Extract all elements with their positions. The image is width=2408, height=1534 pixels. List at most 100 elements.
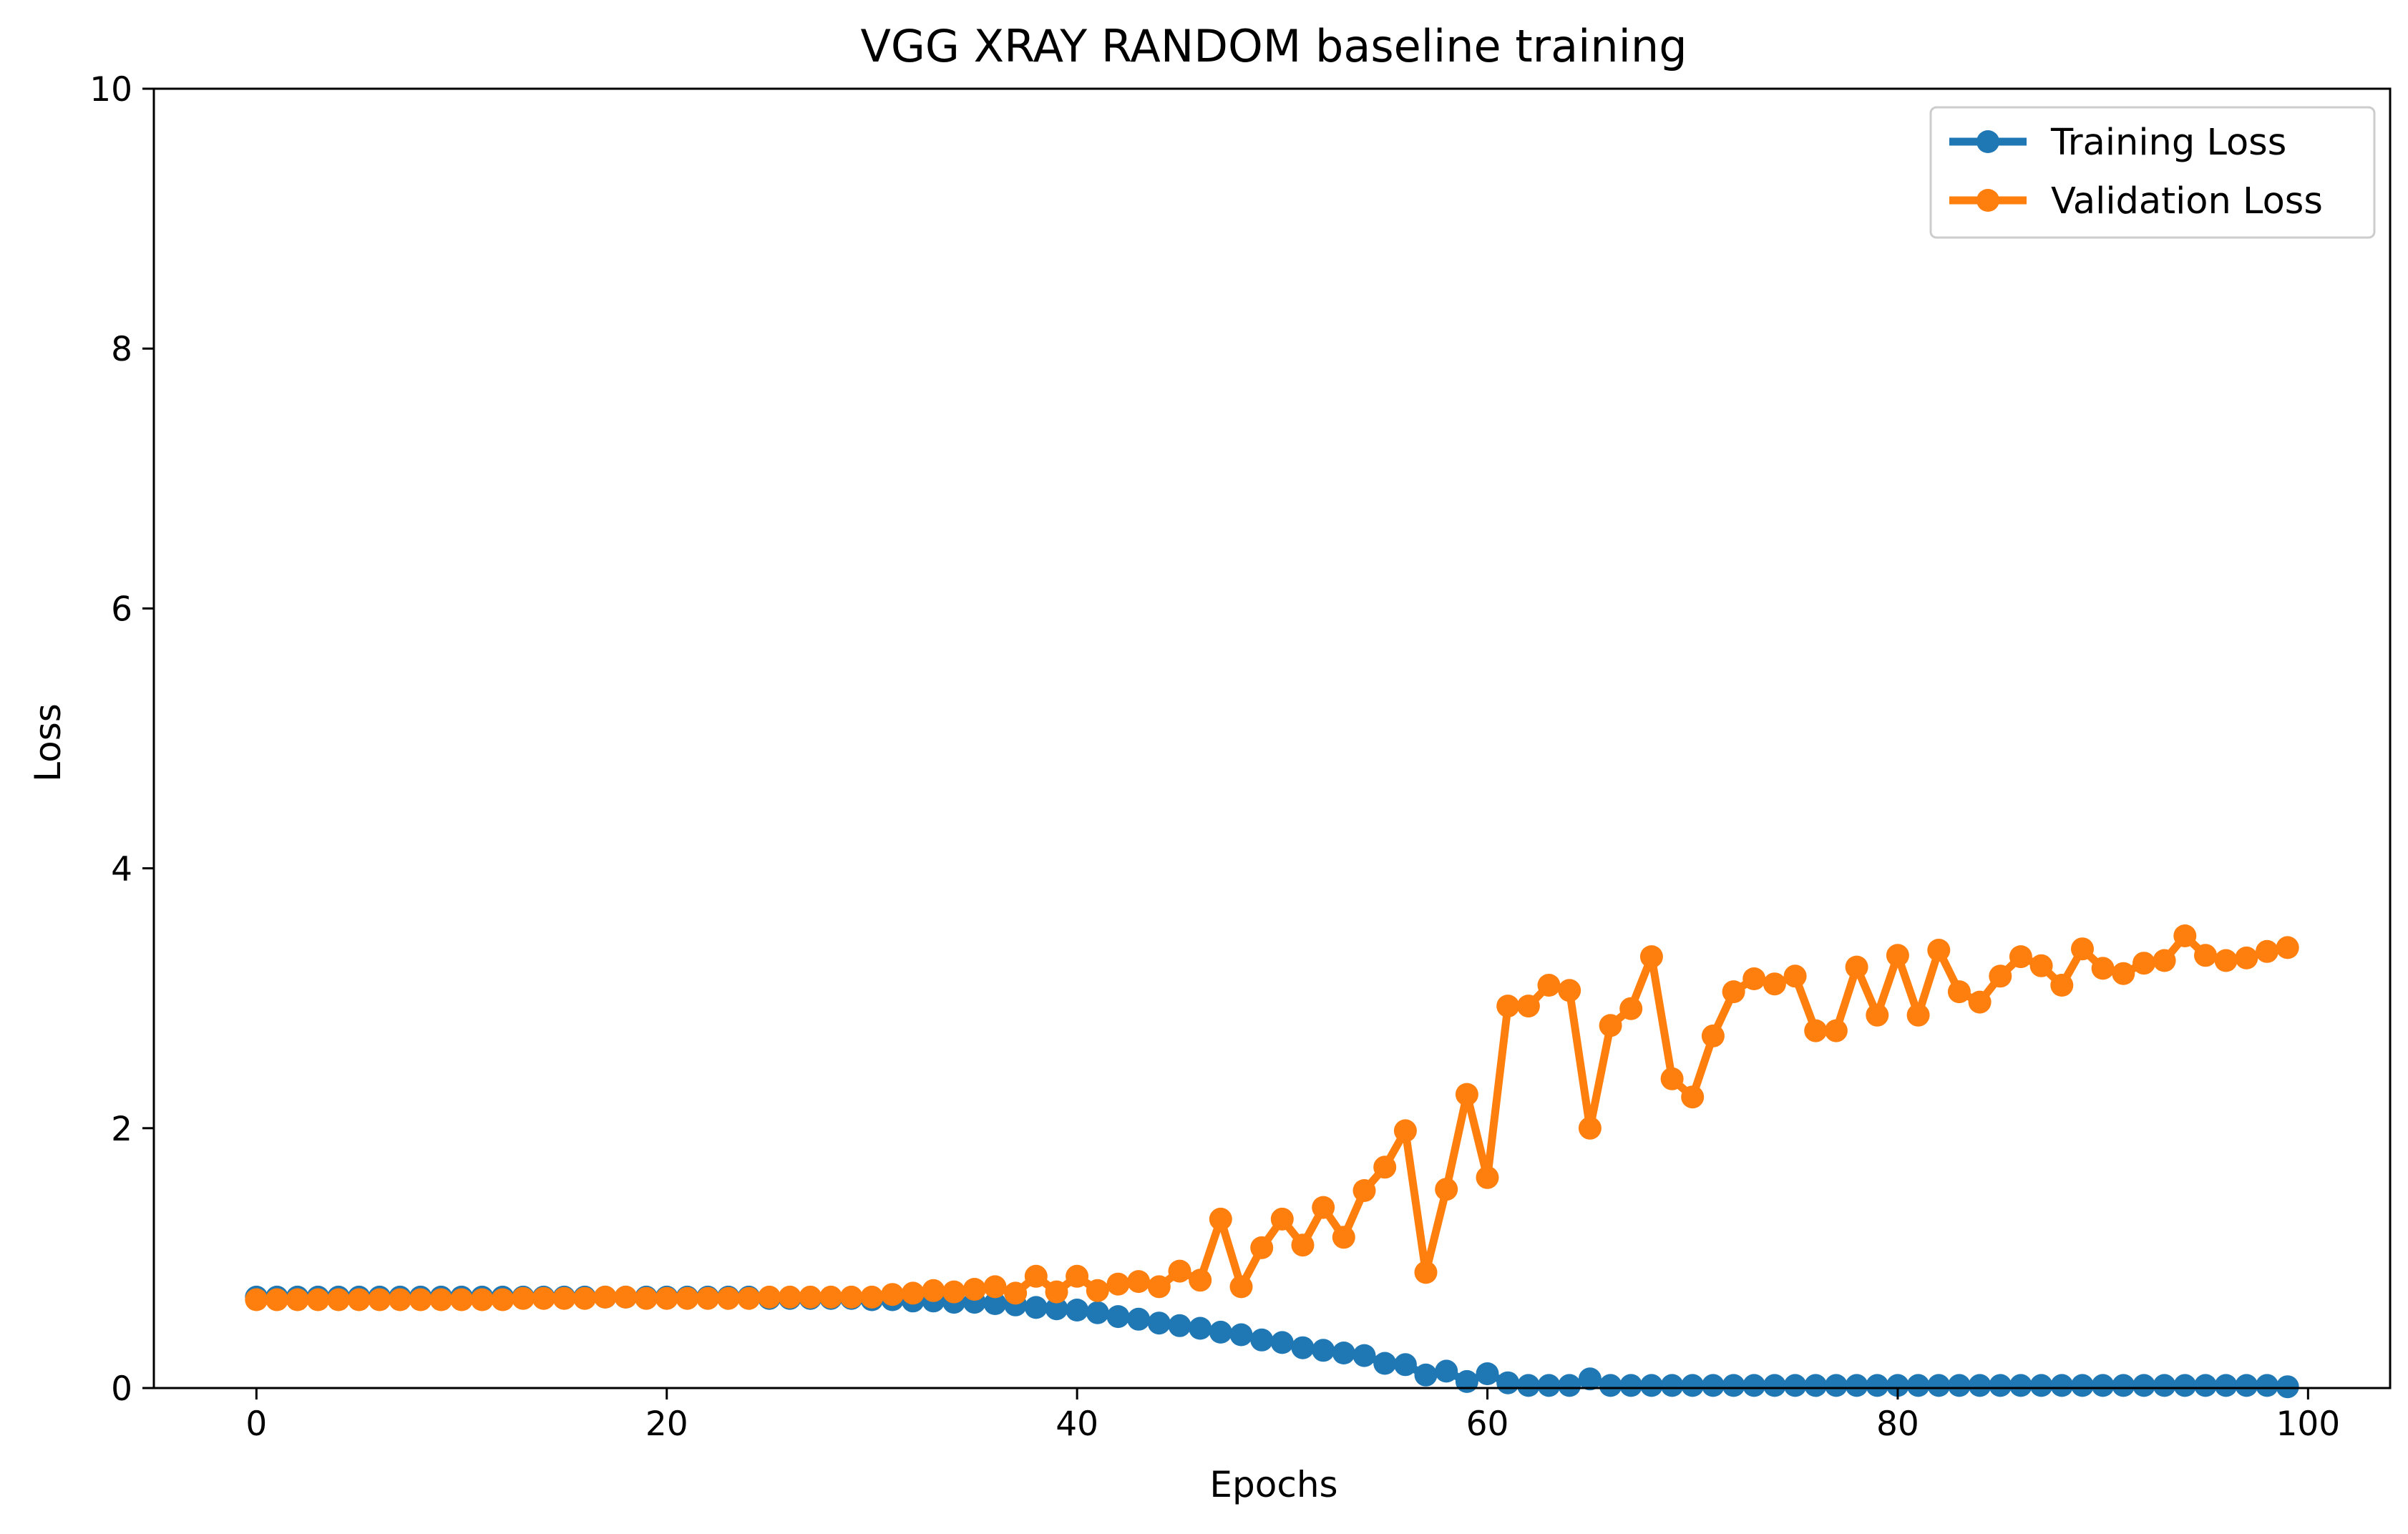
validation-loss-point <box>1516 995 1540 1018</box>
validation-loss-point <box>1189 1269 1212 1292</box>
training-loss-point <box>2029 1374 2053 1397</box>
validation-loss-point <box>1783 964 1807 988</box>
training-loss-point <box>1189 1316 1212 1340</box>
validation-loss-point <box>758 1285 781 1309</box>
validation-loss-point <box>716 1286 740 1310</box>
training-loss-point <box>1352 1344 1376 1367</box>
training-loss-legend-label: Training Loss <box>2050 122 2286 164</box>
training-loss-point <box>2112 1374 2135 1397</box>
training-loss-point <box>2256 1374 2278 1397</box>
training-loss-point <box>1578 1367 1602 1391</box>
training-loss-point <box>1783 1374 1807 1397</box>
validation-loss-point <box>1845 955 1868 979</box>
validation-loss-point <box>1947 980 1971 1004</box>
training-loss-point <box>1270 1331 1294 1354</box>
axes-frame <box>152 87 2392 1389</box>
training-loss-point <box>1906 1374 1930 1397</box>
training-loss-point <box>1414 1363 1438 1387</box>
validation-loss-point <box>409 1288 432 1311</box>
training-loss-point <box>1435 1359 1458 1383</box>
validation-loss-point <box>1537 974 1561 997</box>
training-loss-point <box>1824 1374 1848 1397</box>
validation-loss-point <box>901 1281 925 1305</box>
training-loss-point <box>1599 1374 1622 1397</box>
validation-loss-point <box>655 1286 678 1310</box>
validation-loss-series <box>245 924 2299 1311</box>
validation-loss-point <box>778 1285 801 1309</box>
training-loss-point <box>1804 1374 1828 1397</box>
validation-loss-point <box>1045 1280 1068 1304</box>
training-loss-point <box>1639 1374 1663 1397</box>
validation-loss-point <box>2071 937 2094 961</box>
validation-loss-point <box>2009 945 2032 969</box>
validation-loss-point <box>614 1285 638 1309</box>
validation-loss-point <box>512 1286 535 1310</box>
training-loss-point <box>1147 1311 1171 1335</box>
y-tick-label: 8 <box>111 330 132 369</box>
training-loss-point <box>1455 1369 1478 1393</box>
validation-loss-point <box>1639 945 1663 969</box>
y-tick-label: 2 <box>111 1110 132 1149</box>
validation-loss-point <box>2256 939 2278 963</box>
training-loss-point <box>1742 1374 1766 1397</box>
validation-loss-point <box>1332 1226 1355 1249</box>
training-loss-point <box>1496 1371 1520 1394</box>
training-loss-point <box>1660 1374 1684 1397</box>
validation-loss-point <box>2194 944 2217 967</box>
validation-loss-point <box>1270 1207 1294 1231</box>
validation-loss-point <box>2050 974 2074 997</box>
validation-loss-point <box>265 1288 288 1311</box>
validation-loss-point <box>1496 995 1520 1018</box>
training-loss-point <box>1168 1314 1191 1337</box>
training-loss-point <box>1312 1339 1335 1362</box>
validation-loss-point <box>1927 939 1951 962</box>
validation-loss-legend-marker <box>1976 189 1999 212</box>
training-loss-point <box>1701 1374 1725 1397</box>
y-tick-label: 10 <box>89 70 132 109</box>
validation-loss-point <box>1989 964 2012 988</box>
training-loss-point <box>1866 1374 1889 1397</box>
training-loss-point <box>2214 1374 2238 1397</box>
validation-loss-point <box>2214 949 2238 972</box>
training-loss-point <box>2153 1374 2176 1397</box>
validation-loss-point <box>1106 1272 1130 1296</box>
validation-loss-point <box>819 1285 843 1309</box>
validation-loss-point <box>1578 1116 1602 1140</box>
validation-loss-point <box>450 1288 473 1311</box>
validation-loss-point <box>1660 1067 1684 1090</box>
training-loss-point <box>1393 1353 1417 1377</box>
training-loss-point <box>1989 1374 2012 1397</box>
training-loss-point <box>1250 1328 1274 1352</box>
validation-loss-point <box>1209 1207 1232 1231</box>
y-tick-label: 4 <box>111 850 132 889</box>
training-loss-point <box>2009 1374 2032 1397</box>
plot-area <box>245 924 2299 1399</box>
legend: Training Loss Validation Loss <box>1929 106 2376 239</box>
x-tick-label: 20 <box>645 1404 688 1444</box>
validation-loss-point <box>1701 1024 1725 1047</box>
validation-loss-point <box>2132 952 2155 975</box>
validation-loss-point <box>1763 972 1786 996</box>
training-loss-point <box>2050 1374 2074 1397</box>
training-loss-point <box>1086 1301 1109 1324</box>
validation-loss-point <box>306 1288 330 1311</box>
validation-loss-point <box>962 1278 986 1301</box>
training-loss-point <box>1558 1374 1581 1397</box>
validation-loss-point <box>286 1288 309 1311</box>
x-tick-label: 40 <box>1056 1404 1098 1444</box>
validation-loss-point <box>737 1286 761 1310</box>
x-tick-label: 80 <box>1876 1404 1919 1444</box>
validation-loss-point <box>1476 1166 1499 1189</box>
training-loss-point <box>1516 1374 1540 1397</box>
validation-loss-point <box>942 1280 966 1304</box>
validation-loss-point <box>635 1286 658 1310</box>
training-loss-point <box>2132 1374 2155 1397</box>
validation-loss-point <box>593 1285 617 1309</box>
validation-loss-point <box>327 1288 350 1311</box>
training-loss-point <box>1045 1297 1068 1321</box>
training-loss-point <box>1845 1374 1868 1397</box>
validation-loss-point <box>1373 1156 1397 1179</box>
validation-loss-point <box>2276 936 2299 959</box>
validation-loss-point <box>1393 1119 1417 1143</box>
